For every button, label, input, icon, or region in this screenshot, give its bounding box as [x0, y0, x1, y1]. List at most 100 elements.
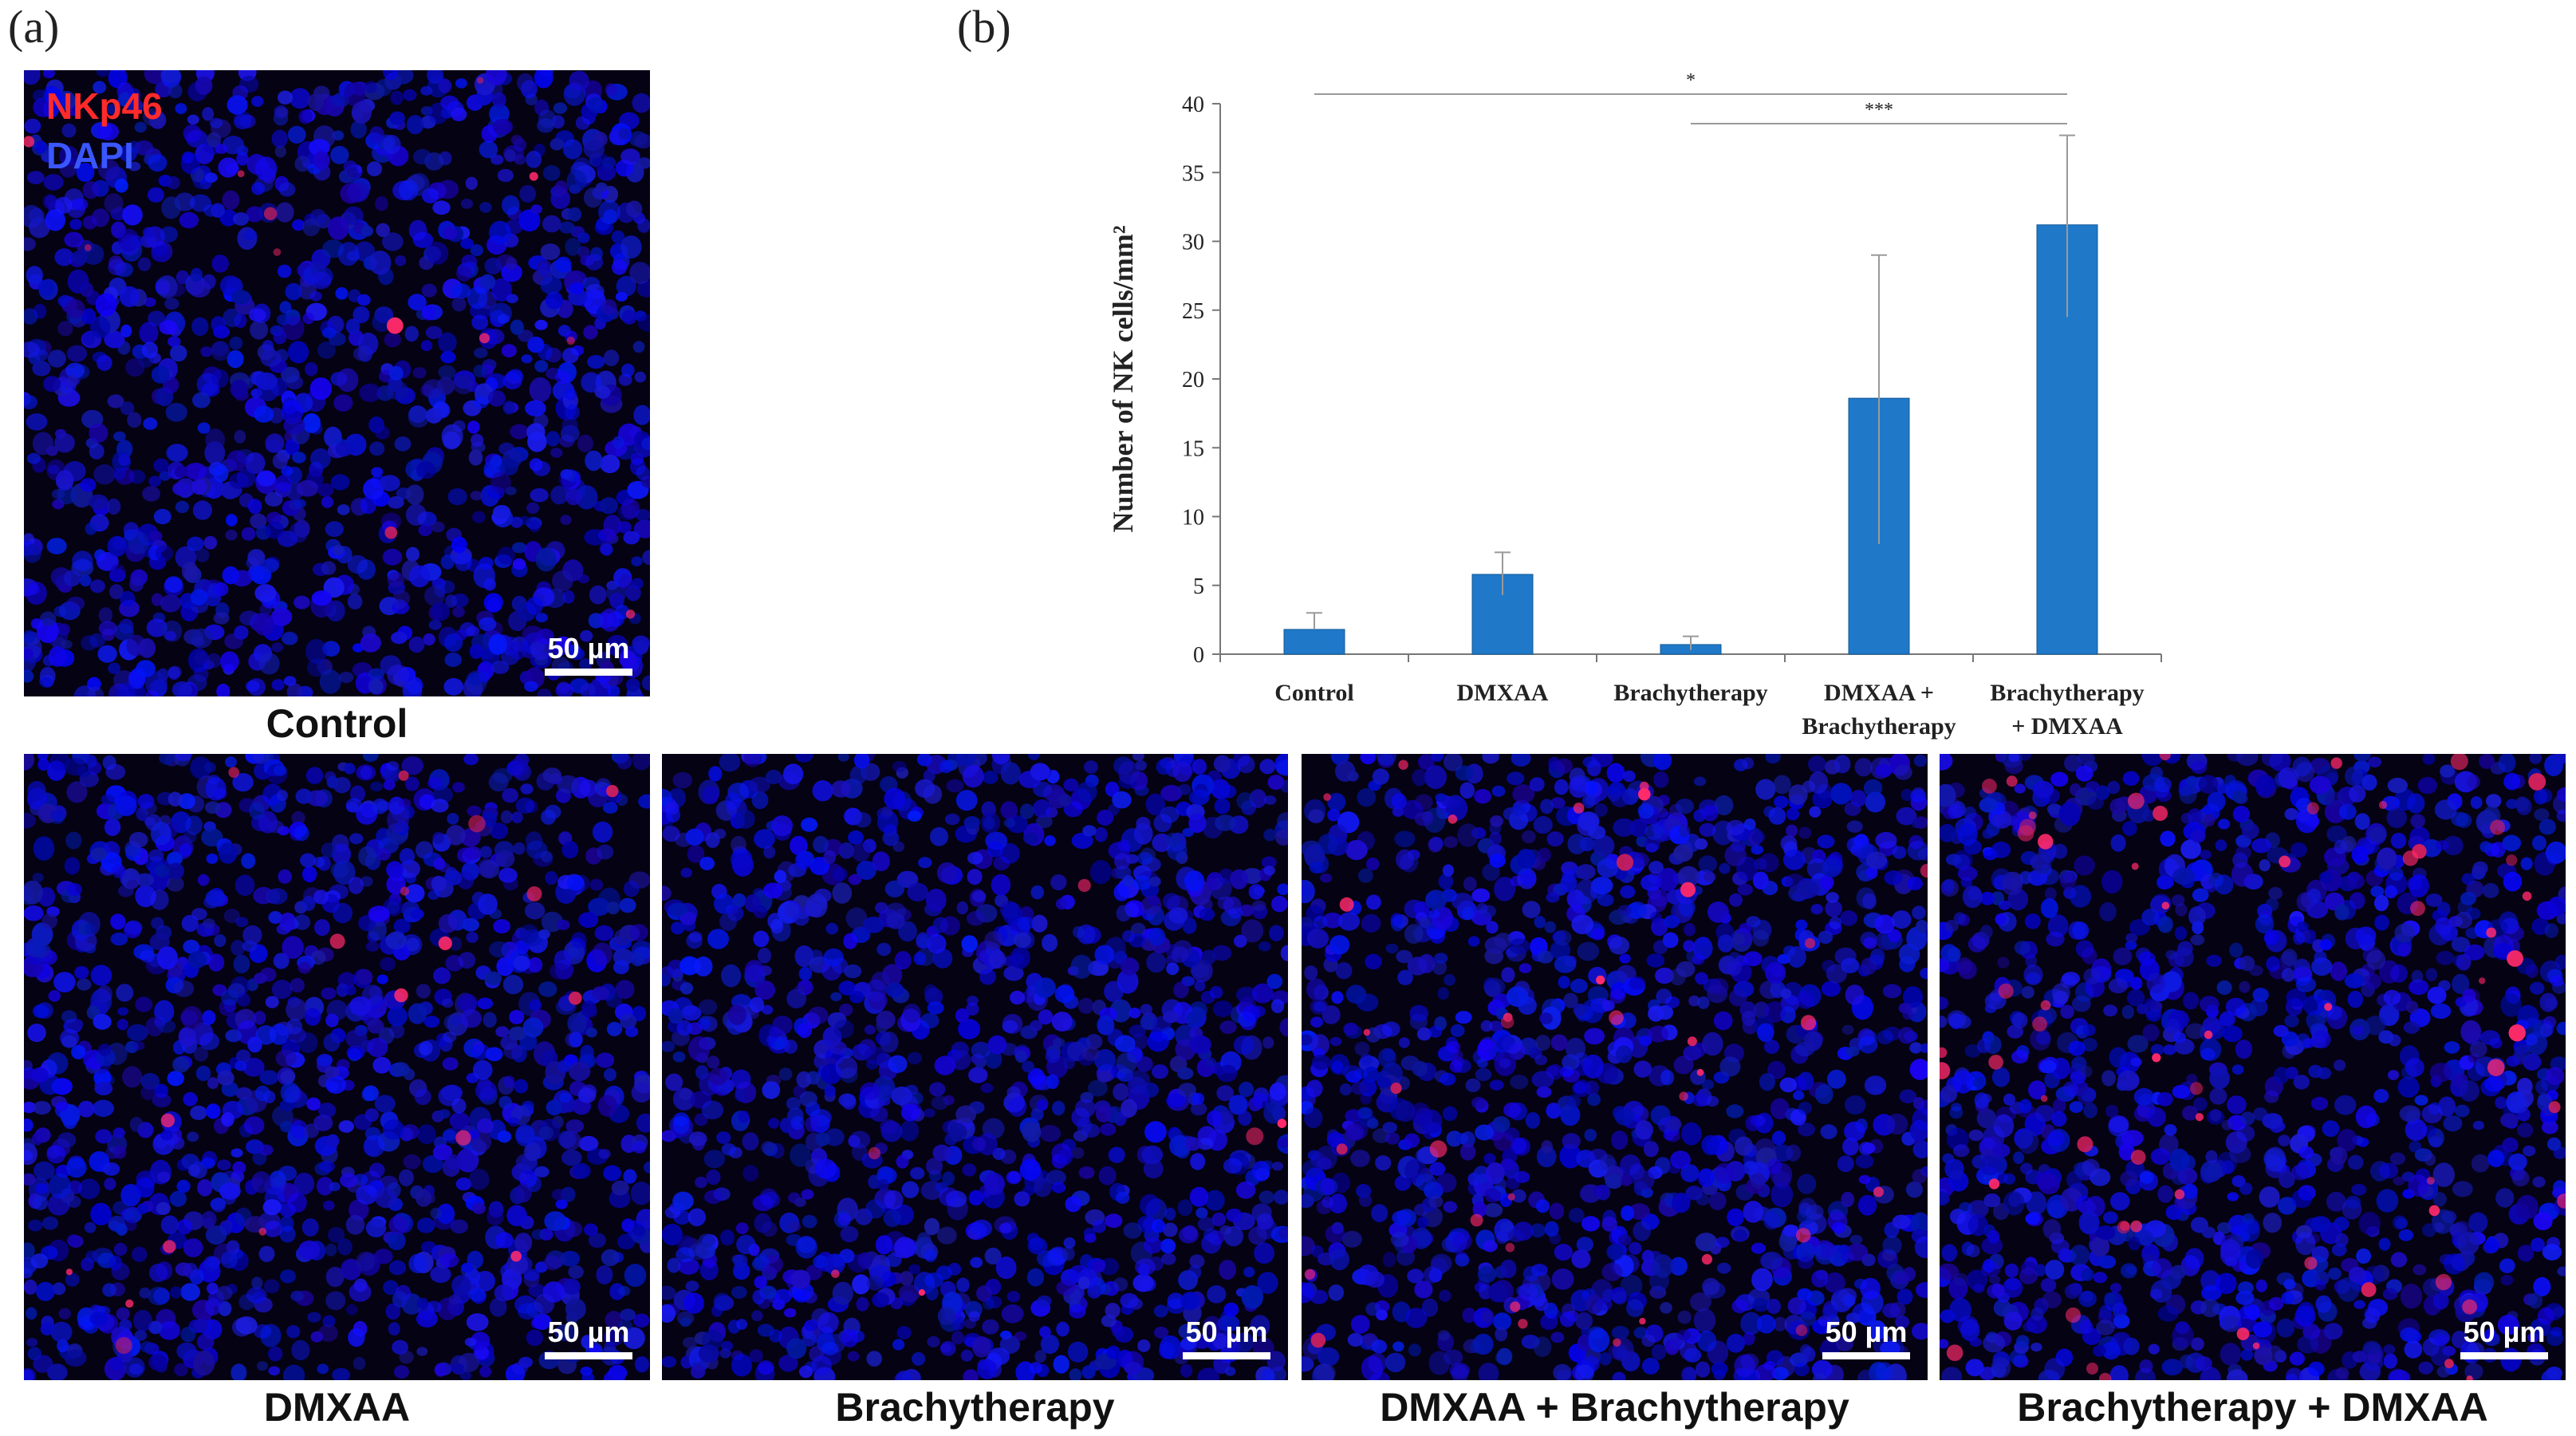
nucleus — [611, 230, 625, 244]
nucleus — [1646, 953, 1665, 968]
nucleus — [936, 1226, 957, 1245]
nucleus — [260, 349, 282, 367]
nucleus — [1366, 894, 1381, 910]
nucleus — [1090, 860, 1112, 885]
nucleus — [1500, 1158, 1515, 1170]
nucleus — [174, 754, 191, 767]
nucleus — [26, 171, 45, 184]
nucleus — [489, 823, 508, 839]
nucleus — [876, 810, 899, 834]
nucleus — [1902, 986, 1924, 1008]
nucleus — [156, 946, 179, 970]
nucleus — [1570, 978, 1588, 993]
nucleus — [1209, 986, 1223, 999]
nucleus — [1164, 1207, 1176, 1221]
nucleus — [265, 521, 285, 539]
nk-cell-spot — [394, 988, 408, 1003]
nucleus — [1471, 888, 1491, 903]
nucleus — [54, 196, 73, 214]
nucleus — [1052, 1037, 1065, 1047]
nucleus — [413, 788, 435, 811]
nucleus — [167, 83, 183, 99]
nucleus — [1704, 871, 1716, 882]
nucleus — [550, 485, 569, 505]
nucleus — [976, 1285, 992, 1302]
nucleus — [1252, 1092, 1269, 1109]
nucleus — [589, 585, 607, 605]
nucleus — [453, 375, 475, 395]
nucleus — [511, 811, 523, 824]
nucleus — [588, 1233, 607, 1249]
nucleus — [455, 629, 467, 641]
nucleus — [406, 484, 424, 505]
nucleus — [1797, 1288, 1813, 1301]
nucleus — [860, 1082, 880, 1100]
nucleus — [502, 787, 518, 803]
nucleus — [935, 1265, 952, 1280]
nucleus — [968, 1311, 981, 1322]
nucleus — [1058, 1148, 1073, 1166]
nucleus — [416, 984, 431, 999]
nucleus — [582, 1006, 598, 1018]
nucleus — [126, 879, 139, 889]
nucleus — [33, 303, 47, 319]
nucleus — [180, 152, 200, 175]
nucleus — [280, 1269, 296, 1284]
nucleus — [1796, 1241, 1815, 1263]
nucleus — [317, 483, 334, 497]
nucleus — [620, 363, 635, 377]
nucleus — [497, 314, 510, 324]
nucleus — [490, 471, 511, 494]
nucleus — [662, 974, 671, 987]
nucleus — [93, 1013, 112, 1030]
nucleus — [853, 754, 870, 769]
nucleus — [321, 327, 336, 339]
nucleus — [962, 765, 984, 788]
nucleus — [24, 648, 33, 660]
nucleus — [217, 1070, 234, 1086]
nucleus — [479, 274, 496, 290]
nucleus — [502, 974, 524, 995]
nucleus — [321, 842, 337, 858]
nucleus — [847, 1351, 860, 1362]
nucleus — [1533, 815, 1553, 834]
nucleus — [1191, 1092, 1205, 1105]
nucleus — [1263, 795, 1277, 805]
nucleus — [843, 933, 857, 949]
nucleus — [54, 433, 75, 453]
nucleus — [1081, 1365, 1096, 1379]
nucleus — [875, 1235, 893, 1255]
nucleus — [1030, 1020, 1043, 1032]
nucleus — [1407, 1268, 1424, 1284]
nucleus — [24, 1173, 36, 1186]
nucleus — [387, 571, 405, 588]
nucleus — [501, 344, 517, 357]
stain-legend-nkp46: NKp46 — [46, 85, 163, 127]
nucleus — [577, 246, 590, 258]
nucleus — [488, 772, 509, 792]
nucleus — [1568, 1207, 1585, 1223]
nucleus — [406, 937, 419, 952]
nucleus — [206, 853, 219, 864]
nucleus — [1660, 1069, 1675, 1086]
nucleus — [1145, 793, 1165, 815]
nucleus — [907, 882, 928, 901]
nucleus — [398, 798, 412, 808]
nucleus — [109, 564, 126, 581]
nucleus — [1544, 1221, 1559, 1237]
nucleus — [1808, 755, 1826, 773]
nucleus — [1236, 792, 1254, 810]
nucleus — [1473, 1166, 1490, 1184]
nucleus — [1070, 1147, 1085, 1159]
nucleus — [313, 856, 325, 868]
nucleus — [317, 1363, 329, 1375]
nucleus — [519, 924, 539, 944]
nucleus — [125, 358, 145, 377]
nucleus — [1698, 855, 1718, 873]
nucleus — [1304, 965, 1318, 980]
nucleus — [491, 92, 506, 108]
nucleus — [337, 242, 360, 266]
nucleus — [43, 174, 64, 191]
nucleus — [153, 508, 171, 525]
nucleus — [275, 202, 294, 223]
